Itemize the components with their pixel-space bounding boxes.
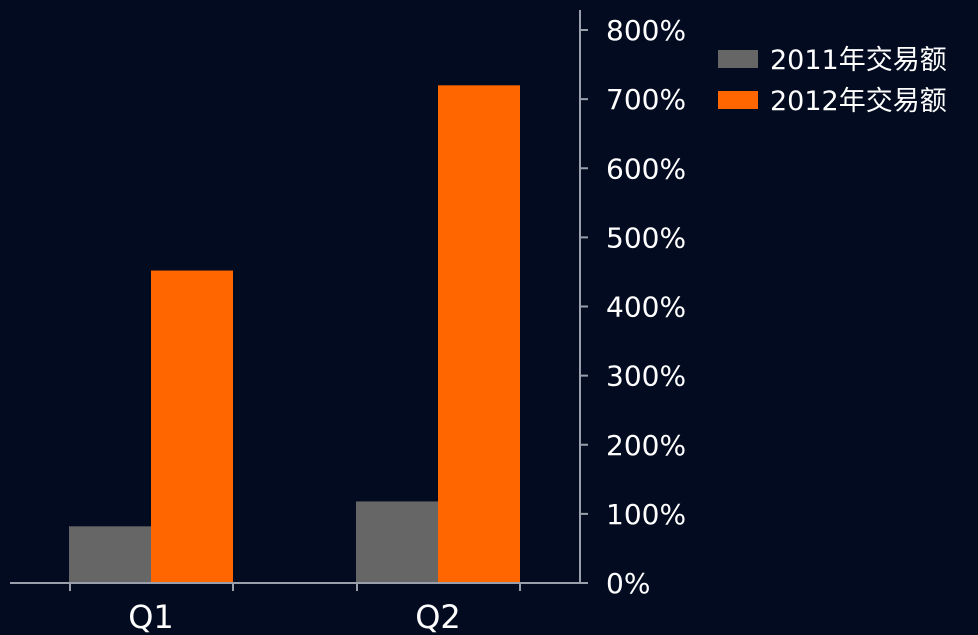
bar-q1-series-1 bbox=[69, 526, 151, 583]
y-tick-label: 700% bbox=[606, 83, 686, 116]
y-tick-label: 800% bbox=[606, 14, 686, 47]
y-tick-labels: 0% 100% 200% 300% 400% 500% 600% 700% 800% bbox=[606, 14, 686, 600]
y-tick-label: 500% bbox=[606, 221, 686, 254]
legend: 2011年交易额 2012年交易额 bbox=[718, 45, 947, 117]
y-tick-label: 0% bbox=[606, 567, 650, 600]
y-tick-label: 300% bbox=[606, 360, 686, 393]
axes-layer bbox=[10, 10, 588, 591]
legend-swatch bbox=[718, 91, 758, 109]
legend-label: 2011年交易额 bbox=[770, 45, 947, 76]
y-tick-label: 600% bbox=[606, 152, 686, 185]
bar-q2-series-2 bbox=[438, 85, 520, 584]
y-tick-label: 400% bbox=[606, 291, 686, 324]
x-tick-label: Q2 bbox=[415, 598, 461, 635]
bars-layer bbox=[69, 85, 520, 584]
bar-q1-series-2 bbox=[151, 270, 233, 583]
x-tick-labels: Q1 Q2 bbox=[128, 598, 461, 635]
y-tick-label: 200% bbox=[606, 429, 686, 462]
bar-q2-series-1 bbox=[356, 501, 438, 583]
legend-swatch bbox=[718, 50, 758, 68]
x-tick-label: Q1 bbox=[128, 598, 174, 635]
y-tick-label: 100% bbox=[606, 498, 686, 531]
legend-label: 2012年交易额 bbox=[770, 86, 947, 117]
